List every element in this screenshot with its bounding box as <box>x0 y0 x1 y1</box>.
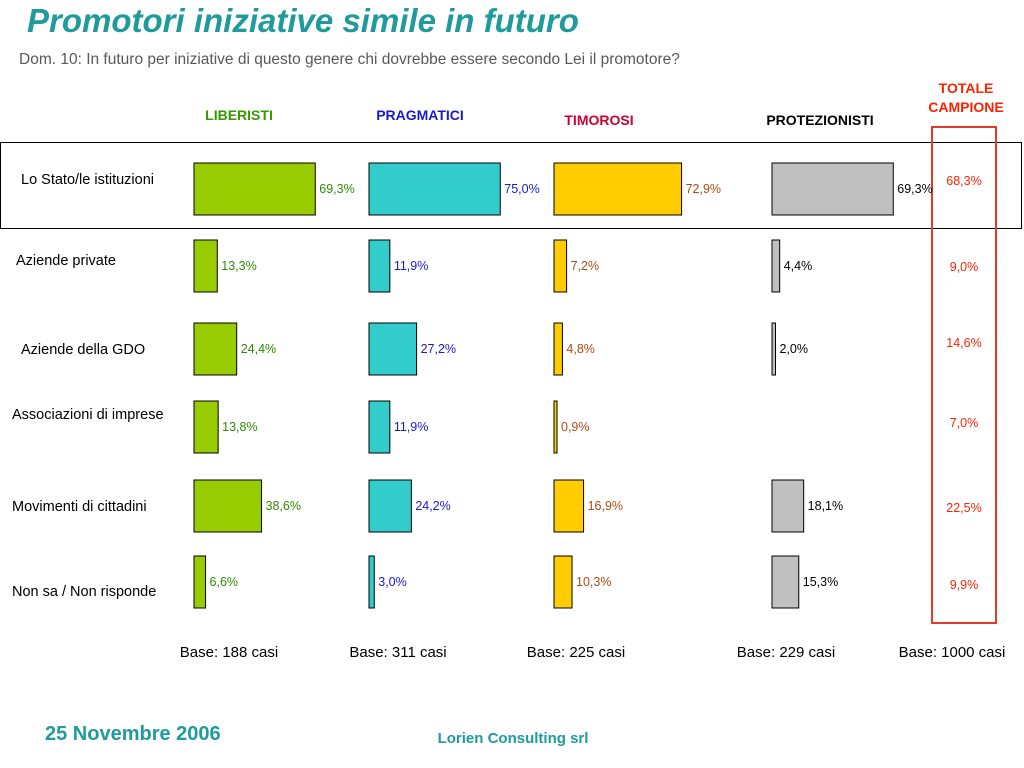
question-subtitle: Dom. 10: In futuro per iniziative di que… <box>19 51 680 68</box>
group-header-liberisti: LIBERISTI <box>205 107 273 123</box>
footer-company: Lorien Consulting srl <box>437 730 589 747</box>
total-value-non-sa: 9,9% <box>950 578 979 592</box>
total-header-line-2: CAMPIONE <box>928 99 1004 115</box>
bar-label-pragmatici-aziende-private: 11,9% <box>394 259 429 273</box>
bar-liberisti-associazioni <box>193 400 219 454</box>
bar-label-liberisti-aziende-private: 13,3% <box>221 259 256 273</box>
bar-protezionisti-aziende-private <box>771 239 781 293</box>
bar-timorosi-non-sa <box>553 555 573 609</box>
group-header-pragmatici: PRAGMATICI <box>376 107 464 123</box>
total-column-box <box>931 126 997 624</box>
bar-label-timorosi-aziende-gdo: 4,8% <box>566 342 595 356</box>
bar-pragmatici-aziende-gdo <box>368 322 418 376</box>
bar-label-protezionisti-non-sa: 15,3% <box>803 575 838 589</box>
bar-label-pragmatici-aziende-gdo: 27,2% <box>421 342 456 356</box>
footer-date: 25 Novembre 2006 <box>45 723 221 745</box>
base-label-protezionisti: Base: 229 casi <box>736 644 836 661</box>
bar-label-liberisti-movimenti: 38,6% <box>266 499 301 513</box>
bar-protezionisti-aziende-gdo <box>771 322 776 376</box>
base-label-pragmatici: Base: 311 casi <box>349 644 447 661</box>
bar-label-timorosi-movimenti: 16,9% <box>588 499 623 513</box>
total-value-associazioni: 7,0% <box>950 416 979 430</box>
total-value-movimenti: 22,5% <box>946 501 981 515</box>
base-label-liberisti: Base: 188 casi <box>179 644 279 661</box>
bar-label-protezionisti-aziende-gdo: 2,0% <box>780 342 809 356</box>
total-value-aziende-private: 9,0% <box>950 260 979 274</box>
bar-timorosi-aziende-private <box>553 239 568 293</box>
total-value-stato: 68,3% <box>946 174 981 188</box>
group-header-timorosi: TIMOROSI <box>564 112 634 128</box>
base-label-total: Base: 1000 casi <box>898 644 1006 661</box>
row-label-aziende-gdo: Aziende della GDO <box>21 342 146 358</box>
row-label-aziende-private: Aziende private <box>16 253 116 269</box>
bar-liberisti-aziende-private <box>193 239 218 293</box>
bar-protezionisti-movimenti <box>771 479 805 533</box>
bar-label-protezionisti-stato: 69,3% <box>897 182 932 196</box>
row-label-non-sa: Non sa / Non risponde <box>12 584 157 600</box>
bar-liberisti-non-sa <box>193 555 207 609</box>
bar-pragmatici-associazioni <box>368 400 391 454</box>
total-sample-header: TOTALE CAMPIONE <box>928 79 1003 117</box>
bar-label-timorosi-aziende-private: 7,2% <box>571 259 600 273</box>
bar-timorosi-aziende-gdo <box>553 322 563 376</box>
bar-label-liberisti-associazioni: 13,8% <box>222 420 257 434</box>
bar-label-protezionisti-movimenti: 18,1% <box>808 499 843 513</box>
bar-liberisti-aziende-gdo <box>193 322 238 376</box>
bar-pragmatici-non-sa <box>368 555 375 609</box>
page-title: Promotori iniziative simile in futuro <box>27 2 579 39</box>
total-header-line-1: TOTALE <box>938 80 994 96</box>
bar-protezionisti-non-sa <box>771 555 800 609</box>
bar-label-pragmatici-stato: 75,0% <box>504 182 539 196</box>
bar-protezionisti-stato <box>771 162 894 216</box>
bar-label-liberisti-non-sa: 6,6% <box>210 575 239 589</box>
bar-label-liberisti-aziende-gdo: 24,4% <box>241 342 276 356</box>
bar-label-timorosi-stato: 72,9% <box>686 182 721 196</box>
bar-liberisti-movimenti <box>193 479 263 533</box>
row-label-movimenti: Movimenti di cittadini <box>12 499 147 515</box>
total-value-aziende-gdo: 14,6% <box>946 336 981 350</box>
bar-pragmatici-stato <box>368 162 501 216</box>
bar-label-protezionisti-aziende-private: 4,4% <box>784 259 813 273</box>
bar-pragmatici-movimenti <box>368 479 412 533</box>
group-header-protezionisti: PROTEZIONISTI <box>766 112 874 128</box>
bar-pragmatici-aziende-private <box>368 239 391 293</box>
row-label-stato: Lo Stato/le istituzioni <box>21 172 154 188</box>
bar-label-pragmatici-associazioni: 11,9% <box>394 420 429 434</box>
bar-timorosi-movimenti <box>553 479 585 533</box>
bar-label-pragmatici-movimenti: 24,2% <box>415 499 450 513</box>
row-label-associazioni: Associazioni di imprese <box>12 407 164 423</box>
bar-liberisti-stato <box>193 162 316 216</box>
bar-label-liberisti-stato: 69,3% <box>319 182 354 196</box>
base-label-timorosi: Base: 225 casi <box>526 644 626 661</box>
bar-label-timorosi-associazioni: 0,9% <box>561 420 590 434</box>
highlight-box-first-row <box>0 142 1022 229</box>
bar-timorosi-stato <box>553 162 683 216</box>
bar-label-pragmatici-non-sa: 3,0% <box>378 575 407 589</box>
bar-timorosi-associazioni <box>553 400 558 454</box>
bar-label-timorosi-non-sa: 10,3% <box>576 575 611 589</box>
